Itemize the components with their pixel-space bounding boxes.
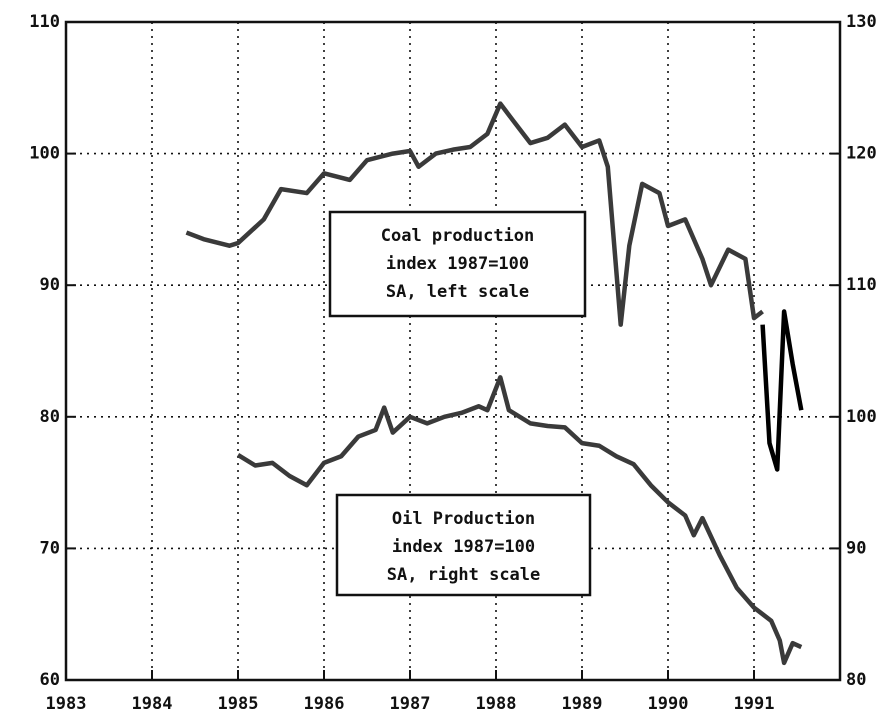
x-tick-label: 1989: [562, 694, 603, 714]
annotation-box: [335, 493, 592, 597]
series-line: [185, 101, 764, 327]
x-tick-label: 1991: [734, 694, 775, 714]
annotation-text: index 1987=100: [392, 537, 535, 557]
y-tick-label: 60: [40, 670, 60, 690]
x-tick-label: 1987: [390, 694, 431, 714]
y2-tick-label: 90: [846, 538, 866, 558]
y-tick-label: 70: [40, 538, 60, 558]
y2-tick-label: 120: [846, 144, 877, 164]
plot-frame: [64, 20, 842, 682]
y2-tick-label: 80: [846, 670, 866, 690]
x-tick-label: 1986: [304, 694, 345, 714]
y2-tick-label: 130: [846, 12, 877, 32]
y-tick-label: 80: [40, 407, 60, 427]
annotation-text: SA, left scale: [386, 282, 529, 302]
y-tick-label: 90: [40, 275, 60, 295]
y-tick-label: 110: [29, 12, 60, 32]
x-tick-label: 1988: [476, 694, 517, 714]
x-tick-label: 1985: [218, 694, 259, 714]
series-line: [236, 375, 803, 666]
x-tick-label: 1983: [46, 694, 87, 714]
annotation-box: [328, 210, 587, 318]
y2-tick-label: 100: [846, 407, 877, 427]
y2-tick-label: 110: [846, 275, 877, 295]
series-line: [760, 309, 804, 472]
annotation-text: Coal production: [381, 226, 535, 246]
annotation-text: SA, right scale: [387, 565, 541, 585]
x-tick-label: 1984: [132, 694, 173, 714]
annotation-text: Oil Production: [392, 509, 535, 529]
x-tick-label: 1990: [648, 694, 689, 714]
y-tick-label: 100: [29, 144, 60, 164]
annotation-text: index 1987=100: [386, 254, 529, 274]
